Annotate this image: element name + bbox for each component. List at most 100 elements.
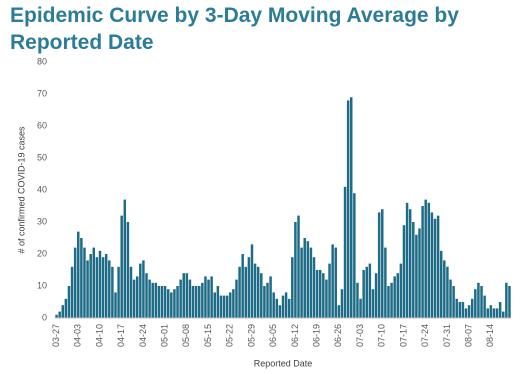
bar — [287, 298, 291, 318]
bar — [86, 260, 89, 318]
bar — [108, 260, 111, 318]
bar — [350, 97, 353, 318]
x-tick-label: 04-24 — [138, 324, 148, 347]
x-tick-label: 07-17 — [398, 324, 408, 347]
bar — [235, 279, 238, 318]
bar — [474, 289, 477, 318]
y-axis-title: # of confirmed COVID-19 cases — [16, 126, 26, 254]
bar — [309, 247, 313, 318]
bar — [77, 231, 80, 318]
x-tick-label: 03-27 — [51, 324, 61, 347]
bar — [101, 257, 105, 318]
bar — [173, 289, 176, 318]
x-tick-label: 06-26 — [333, 324, 343, 347]
bar — [439, 250, 443, 318]
bar — [98, 250, 102, 318]
bar — [430, 212, 434, 318]
bar — [188, 279, 192, 318]
bar — [135, 276, 139, 318]
bar — [185, 273, 189, 318]
y-tick-label: 0 — [42, 312, 47, 322]
x-tick-label: 06-12 — [290, 324, 300, 347]
bar — [260, 273, 263, 318]
bar — [480, 286, 483, 318]
bar — [281, 295, 285, 318]
bar — [408, 209, 412, 318]
bar — [247, 257, 251, 318]
bar — [368, 263, 372, 318]
x-tick-label: 07-10 — [377, 324, 387, 347]
bar — [427, 202, 431, 318]
bar — [424, 199, 427, 318]
bar — [384, 247, 387, 318]
bar — [176, 286, 179, 318]
bar — [443, 260, 446, 318]
bar — [145, 273, 148, 318]
bar — [306, 241, 310, 318]
y-tick-label: 30 — [37, 216, 47, 226]
bar — [346, 100, 350, 319]
bar — [222, 295, 226, 318]
bar — [331, 244, 334, 318]
y-tick-label: 20 — [37, 248, 47, 258]
bar — [353, 193, 356, 318]
bar — [104, 254, 108, 318]
chart-title: Epidemic Curve by 3-Day Moving Average b… — [10, 4, 459, 54]
bar — [412, 222, 415, 318]
bar — [229, 292, 232, 318]
bar — [449, 279, 452, 318]
bar — [421, 206, 424, 318]
bar — [89, 254, 92, 318]
x-tick-label: 08-14 — [485, 324, 495, 347]
bar — [70, 266, 74, 318]
x-tick-label: 07-31 — [442, 324, 452, 347]
bar — [263, 286, 266, 318]
bar — [216, 286, 220, 318]
bar — [250, 244, 254, 318]
bar — [266, 282, 269, 318]
bar — [498, 302, 502, 318]
bar — [191, 286, 195, 318]
x-tick-label: 06-05 — [268, 324, 278, 347]
bar — [505, 282, 508, 318]
bar — [418, 228, 421, 318]
bar — [232, 289, 235, 318]
bar — [502, 311, 505, 318]
bar — [154, 282, 158, 318]
bar — [405, 202, 409, 318]
bar — [166, 289, 170, 318]
bar — [160, 286, 164, 318]
y-tick-label: 60 — [37, 120, 47, 130]
bar — [92, 247, 96, 318]
bar — [300, 247, 303, 318]
x-tick-label: 05-01 — [159, 324, 169, 347]
bar — [436, 215, 440, 318]
x-tick-label: 04-03 — [73, 324, 83, 347]
bar — [381, 209, 384, 318]
bar — [343, 186, 347, 318]
bar — [458, 302, 462, 318]
bar — [455, 298, 458, 318]
x-tick-label: 05-22 — [225, 324, 235, 347]
bar — [495, 308, 499, 318]
x-tick-label: 07-24 — [420, 324, 430, 347]
bar — [393, 276, 396, 318]
x-tick-label: 04-17 — [116, 324, 126, 347]
bar — [219, 295, 223, 318]
bar — [284, 292, 288, 318]
bar — [470, 298, 474, 318]
bar — [55, 314, 58, 318]
x-tick-label: 05-29 — [246, 324, 256, 347]
bar — [272, 292, 275, 318]
bar — [256, 266, 260, 318]
x-tick-label: 05-08 — [181, 324, 191, 347]
bar — [126, 222, 130, 318]
bar — [291, 257, 294, 318]
bar — [163, 286, 167, 318]
bar — [387, 286, 390, 318]
bar — [148, 279, 151, 318]
bar — [58, 311, 61, 318]
bar — [61, 305, 64, 318]
bar — [297, 215, 300, 318]
